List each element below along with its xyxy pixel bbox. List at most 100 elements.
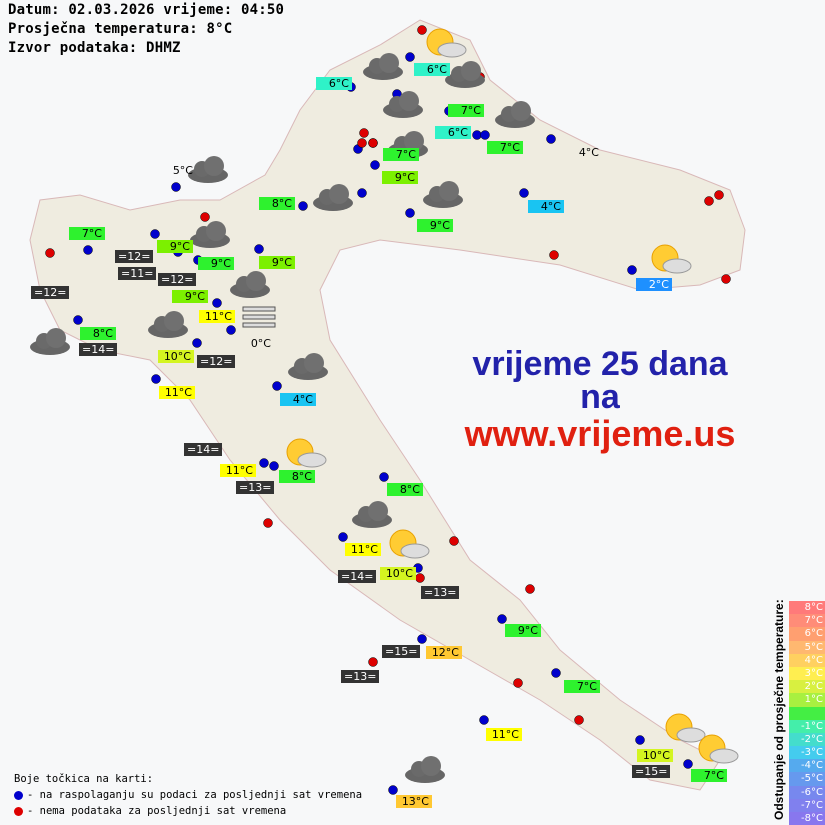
station-temperature: =12= <box>158 273 197 286</box>
station-dot-available[interactable] <box>388 785 398 795</box>
station-dot-available[interactable] <box>497 614 507 624</box>
station-dot-unavailable[interactable] <box>721 274 731 284</box>
station-dot-available[interactable] <box>683 759 693 769</box>
station-temperature: 7°C <box>69 227 105 240</box>
station-dot-available[interactable] <box>405 52 415 62</box>
station-dot-available[interactable] <box>192 338 202 348</box>
station-temperature: =12= <box>115 250 154 263</box>
station-dot-available[interactable] <box>627 265 637 275</box>
station-dot-available[interactable] <box>259 458 269 468</box>
station-dot-unavailable[interactable] <box>200 212 210 222</box>
station-dot-available[interactable] <box>472 130 482 140</box>
station-dot-available[interactable] <box>212 298 222 308</box>
station-dot-available[interactable] <box>479 715 489 725</box>
station-dot-available[interactable] <box>298 201 308 211</box>
station-temperature: 8°C <box>80 327 116 340</box>
deviation-scale: 8°C 7°C 6°C 5°C 4°C 3°C 2°C 1°C -1°C -2°C -3°C -4°C… <box>789 601 825 825</box>
cloud-icon <box>313 184 353 211</box>
station-dot-available[interactable] <box>379 472 389 482</box>
station-temperature: 9°C <box>172 290 208 303</box>
cloud-icon <box>352 501 392 528</box>
legend-red: - nema podataka za posljednji sat vremen… <box>27 805 287 817</box>
scale-step: 1°C <box>789 693 825 707</box>
station-dot-unavailable[interactable] <box>449 536 459 546</box>
station-dot-available[interactable] <box>150 229 160 239</box>
station-dot-unavailable[interactable] <box>357 138 367 148</box>
station-temperature: 11°C <box>220 464 256 477</box>
station-dot-available[interactable] <box>73 315 83 325</box>
red-dot-icon <box>14 806 23 816</box>
data-source: Izvor podataka: DHMZ <box>8 40 181 56</box>
station-dot-unavailable[interactable] <box>45 248 55 258</box>
station-dot-available[interactable] <box>269 461 279 471</box>
station-temperature: 10°C <box>158 350 194 363</box>
cloud-icon <box>445 61 485 88</box>
station-dot-unavailable[interactable] <box>415 573 425 583</box>
station-temperature: 13°C <box>396 795 432 808</box>
station-dot-available[interactable] <box>226 325 236 335</box>
station-dot-unavailable[interactable] <box>368 138 378 148</box>
station-dot-unavailable[interactable] <box>263 518 273 528</box>
station-temperature: 4°C <box>280 393 316 406</box>
station-dot-available[interactable] <box>635 735 645 745</box>
station-temperature: =14= <box>338 570 377 583</box>
station-dot-unavailable[interactable] <box>704 196 714 206</box>
station-dot-available[interactable] <box>480 130 490 140</box>
station-dot-available[interactable] <box>83 245 93 255</box>
station-temperature: =11= <box>118 267 157 280</box>
station-dot-available[interactable] <box>417 634 427 644</box>
sun-cloud-icon <box>389 529 430 559</box>
cloud-icon <box>188 156 228 183</box>
station-dot-unavailable[interactable] <box>714 190 724 200</box>
sun-cloud-icon <box>286 438 327 468</box>
station-temperature: 10°C <box>380 567 416 580</box>
station-dot-unavailable[interactable] <box>574 715 584 725</box>
station-dot-unavailable[interactable] <box>359 128 369 138</box>
station-temperature: 8°C <box>259 197 295 210</box>
sun-cloud-icon <box>651 244 692 274</box>
station-dot-available[interactable] <box>370 160 380 170</box>
station-temperature: 6°C <box>414 63 450 76</box>
station-dot-available[interactable] <box>546 134 556 144</box>
station-dot-available[interactable] <box>272 381 282 391</box>
station-dot-available[interactable] <box>171 182 181 192</box>
scale-step: 4°C <box>789 653 825 667</box>
station-temperature: 12°C <box>426 646 462 659</box>
station-temperature: 9°C <box>157 240 193 253</box>
station-dot-available[interactable] <box>338 532 348 542</box>
station-temperature: 11°C <box>199 310 235 323</box>
station-dot-unavailable[interactable] <box>525 584 535 594</box>
station-dot-unavailable[interactable] <box>513 678 523 688</box>
station-dot-unavailable[interactable] <box>368 657 378 667</box>
station-dot-available[interactable] <box>254 244 264 254</box>
station-dot-unavailable[interactable] <box>417 25 427 35</box>
station-dot-available[interactable] <box>551 668 561 678</box>
station-dot-available[interactable] <box>357 188 367 198</box>
station-dot-available[interactable] <box>405 208 415 218</box>
station-temperature: 7°C <box>448 104 484 117</box>
average-temperature: Prosječna temperatura: 8°C <box>8 21 233 37</box>
scale-step: -7°C <box>789 798 825 812</box>
station-temperature: 9°C <box>382 171 418 184</box>
station-temperature: =12= <box>197 355 236 368</box>
sun-cloud-icon <box>426 28 467 58</box>
promo-link[interactable]: www.vrijeme.us <box>464 413 736 454</box>
station-temperature: 11°C <box>159 386 195 399</box>
legend-blue: - na raspolaganju su podaci za posljednj… <box>27 789 363 801</box>
station-dot-unavailable[interactable] <box>549 250 559 260</box>
station-temperature: 7°C <box>691 769 727 782</box>
promo-line2: na <box>580 378 620 416</box>
station-temperature: =13= <box>421 586 460 599</box>
station-dot-available[interactable] <box>519 188 529 198</box>
station-dot-available[interactable] <box>151 374 161 384</box>
scale-step: 2°C <box>789 680 825 694</box>
station-temperature: =15= <box>382 645 421 658</box>
station-temperature: 8°C <box>387 483 423 496</box>
cloud-icon <box>288 353 328 380</box>
sun-cloud-icon <box>665 713 706 743</box>
cloud-icon <box>190 221 230 248</box>
station-temperature: =15= <box>632 765 671 778</box>
station-temperature: 5°C <box>172 164 193 177</box>
station-temperature: 7°C <box>383 148 419 161</box>
